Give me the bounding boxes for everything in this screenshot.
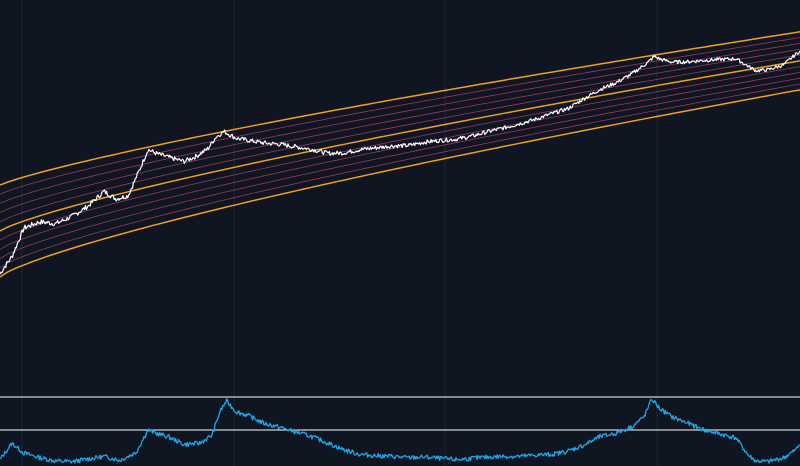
- price-line: [0, 50, 800, 275]
- band-inner-line-3: [0, 72, 800, 250]
- oscillator-pane: [0, 396, 800, 464]
- price-series: [0, 50, 800, 275]
- band-lines: [0, 31, 800, 278]
- band-middle-line: [0, 60, 800, 232]
- band-lower-line: [0, 89, 800, 278]
- band-upper-line: [0, 31, 800, 186]
- band-inner-line-1: [0, 83, 800, 269]
- band-inner-line-4: [0, 66, 800, 241]
- band-inner-line-7: [0, 43, 800, 204]
- oscillator-line: [0, 398, 800, 464]
- band-inner-line-6: [0, 48, 800, 213]
- band-inner-line-2: [0, 77, 800, 259]
- grid-lines: [21, 0, 658, 466]
